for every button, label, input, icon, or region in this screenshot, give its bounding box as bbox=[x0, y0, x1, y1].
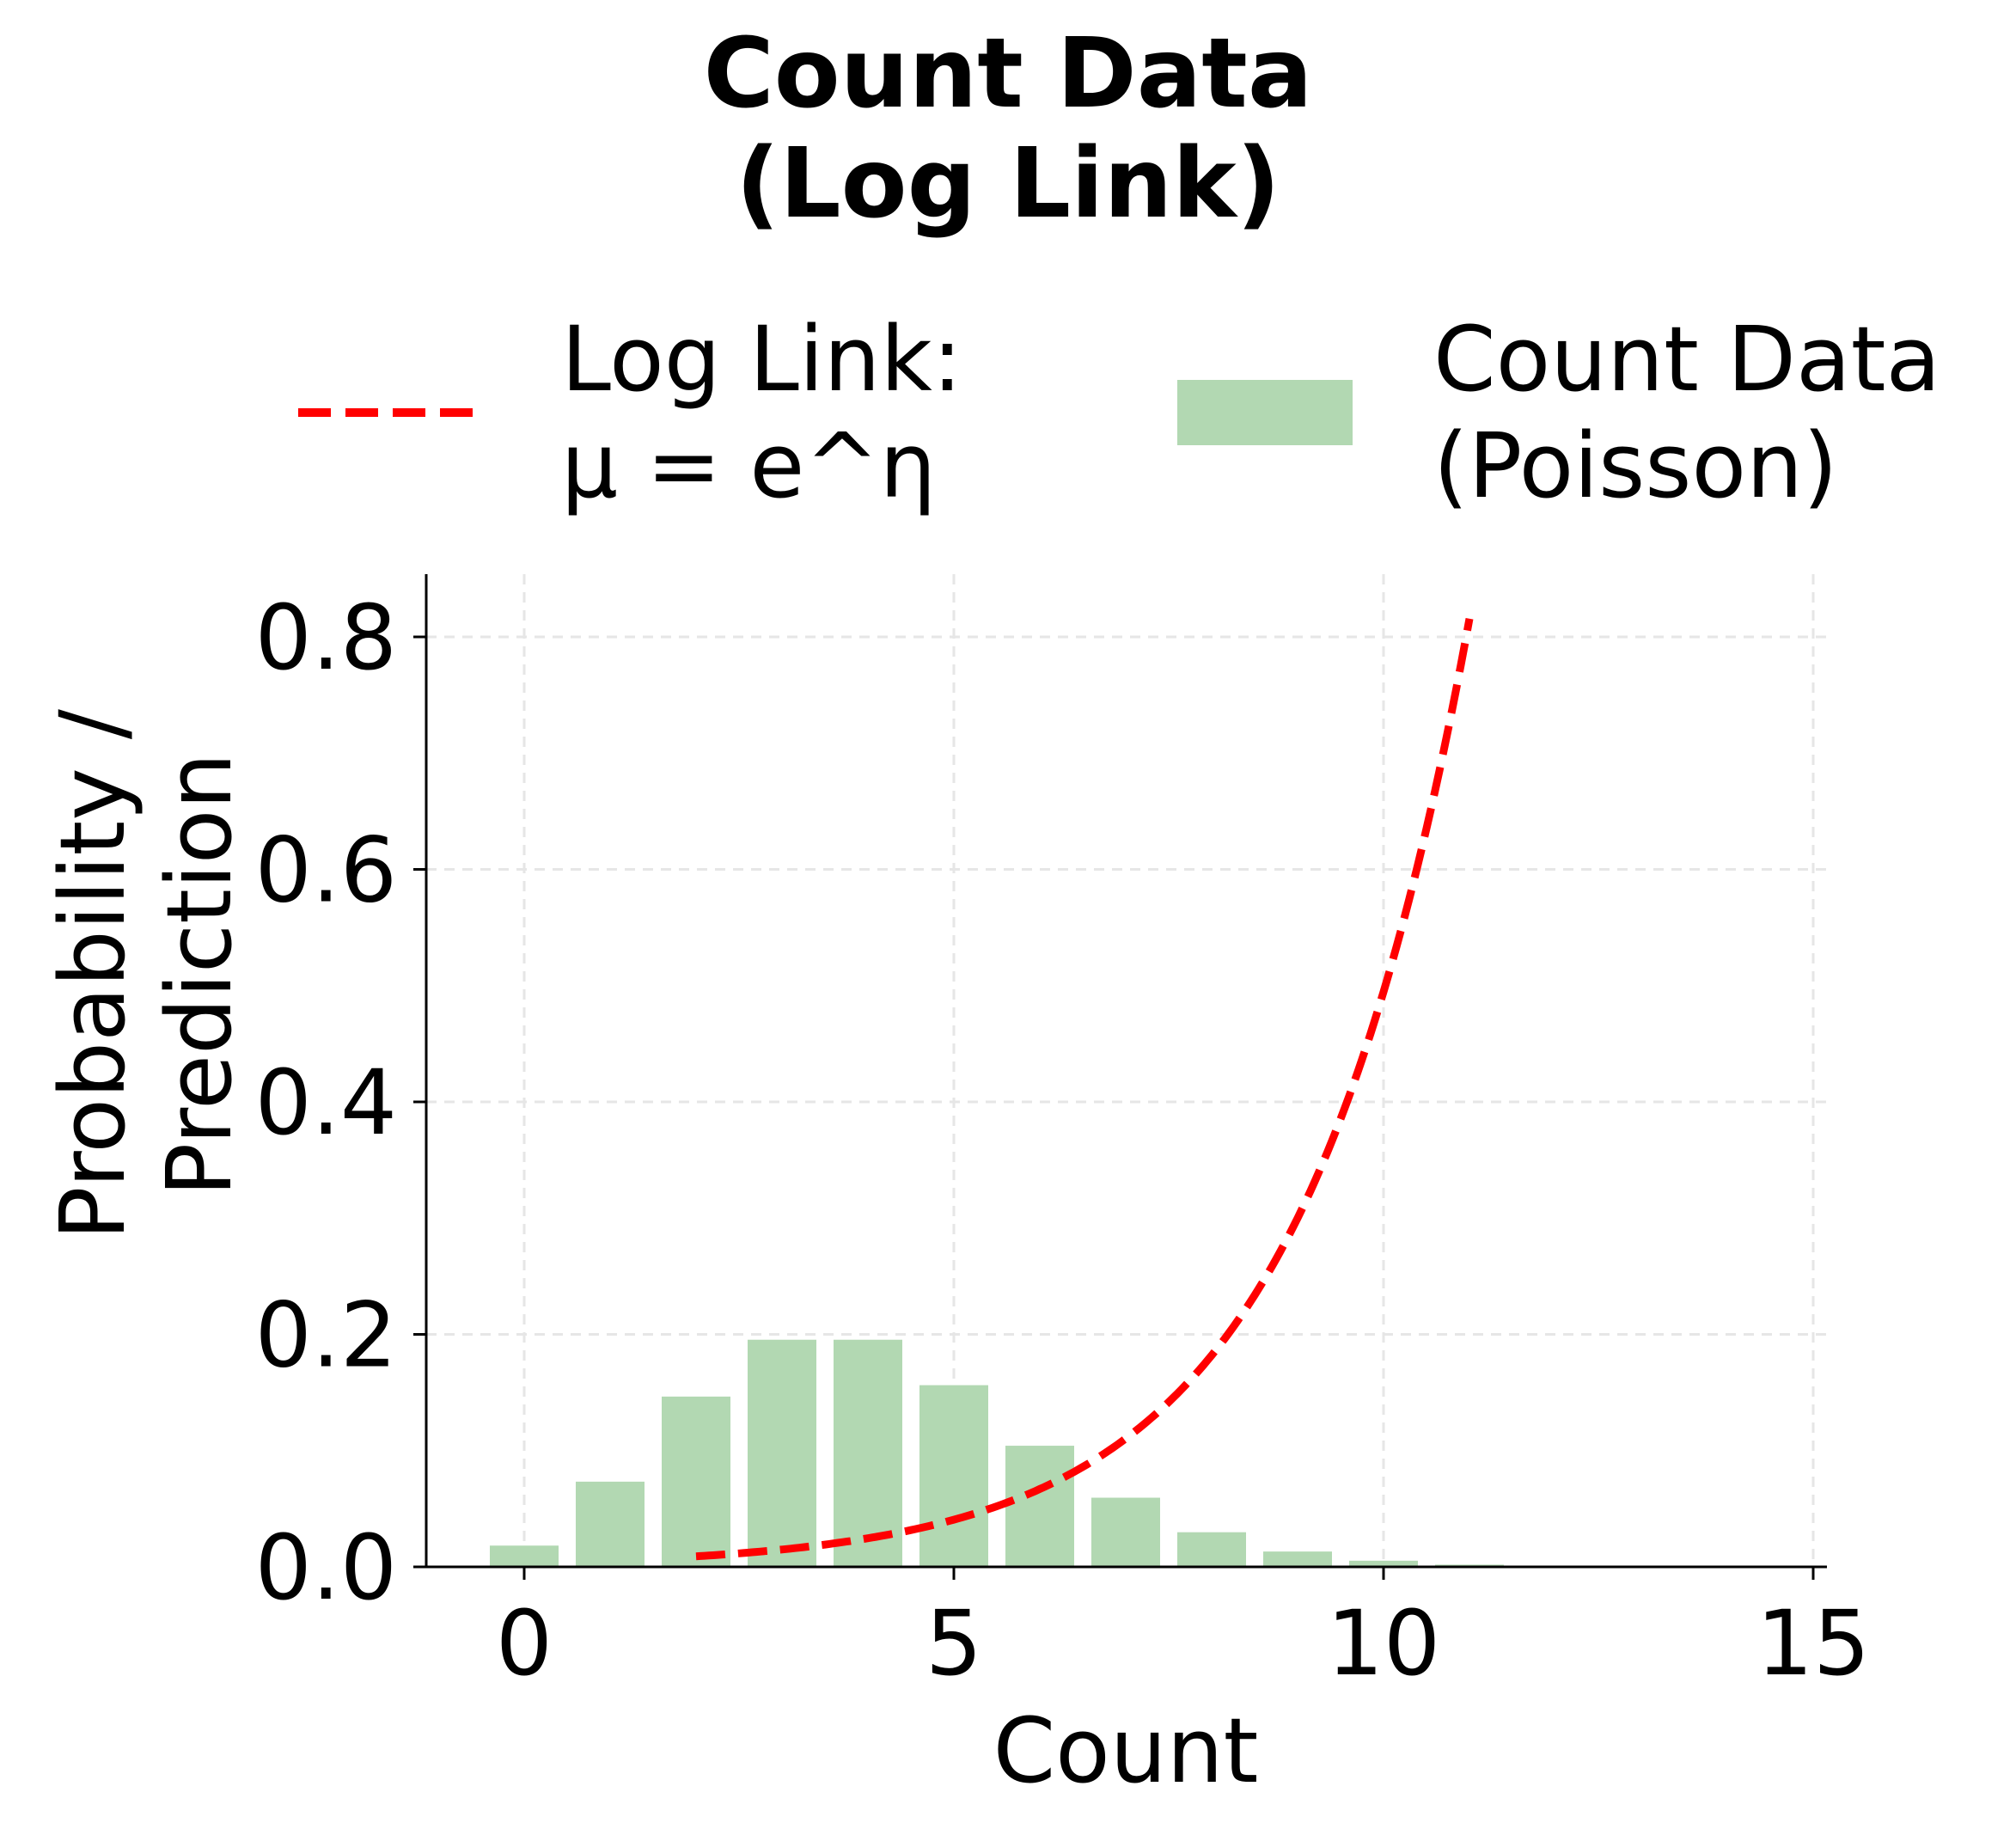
dashed-curve-line bbox=[695, 617, 1474, 1561]
log-link-curve bbox=[695, 617, 1474, 1561]
green-bar-patch-icon bbox=[1177, 380, 1353, 445]
y-tick-label: 0.2 bbox=[255, 1283, 397, 1388]
legend-label-count-data: Count Data (Poisson) bbox=[1433, 307, 1941, 518]
dashed-line-icon bbox=[298, 408, 473, 417]
legend-item-log-link: Log Link: μ = e^η bbox=[298, 305, 962, 520]
legend-label-log-link: Log Link: μ = e^η bbox=[561, 307, 962, 518]
bar bbox=[576, 1481, 645, 1567]
x-tick-label: 5 bbox=[926, 1591, 982, 1696]
bar bbox=[1005, 1446, 1074, 1567]
x-tick-label: 15 bbox=[1756, 1591, 1870, 1696]
bar bbox=[1177, 1532, 1246, 1567]
y-tick-label: 0.8 bbox=[255, 585, 397, 690]
legend-item-count-data: Count Data (Poisson) bbox=[1177, 305, 1940, 520]
tick-labels: 0 5 10 15 0.0 0.2 0.4 0.6 0.8 bbox=[255, 585, 1871, 1696]
bar-series bbox=[490, 1339, 1762, 1567]
x-tick-label: 10 bbox=[1327, 1591, 1440, 1696]
axes bbox=[413, 574, 1827, 1580]
y-tick-label: 0.0 bbox=[255, 1515, 397, 1620]
x-tick-label: 0 bbox=[496, 1591, 553, 1696]
legend: Log Link: μ = e^η Count Data (Poisson) bbox=[0, 305, 2016, 520]
grid-lines bbox=[426, 574, 1827, 1567]
chart-title-line2: (Log Link) bbox=[736, 128, 1280, 240]
bar bbox=[748, 1339, 816, 1567]
bar bbox=[1091, 1497, 1160, 1567]
bar bbox=[1349, 1560, 1418, 1567]
chart-title: Count Data (Log Link) bbox=[0, 19, 2016, 239]
bar bbox=[490, 1545, 559, 1567]
y-tick-label: 0.4 bbox=[255, 1050, 397, 1155]
bar bbox=[662, 1396, 730, 1567]
y-tick-label: 0.6 bbox=[255, 818, 397, 923]
chart-title-line1: Count Data bbox=[703, 18, 1313, 130]
bar bbox=[1263, 1551, 1332, 1567]
x-axis-label: Count bbox=[993, 1698, 1259, 1803]
bar bbox=[919, 1385, 988, 1567]
bar bbox=[834, 1339, 902, 1567]
